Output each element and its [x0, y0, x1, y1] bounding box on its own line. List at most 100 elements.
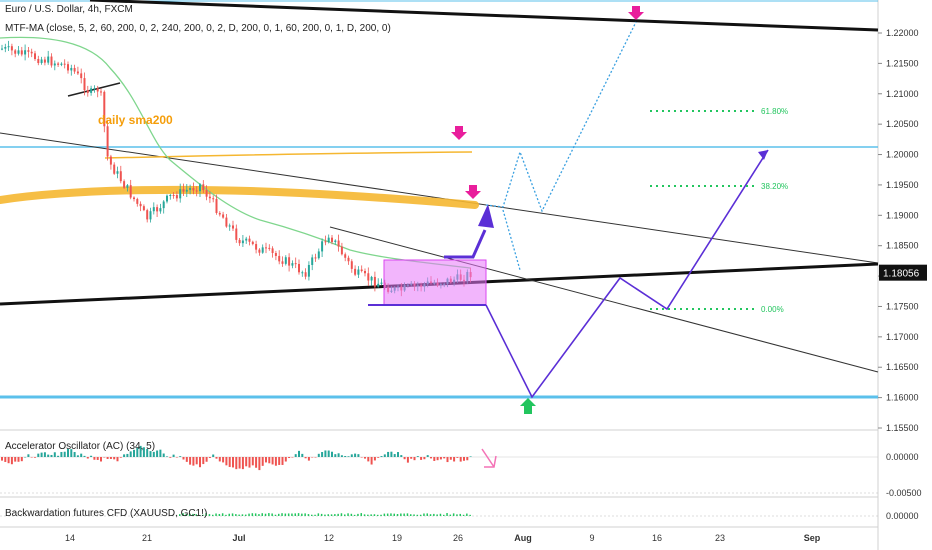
time-tick-label: 23: [715, 533, 725, 543]
candle-body: [205, 190, 208, 197]
ac-bar: [337, 453, 340, 457]
bw-bar: [360, 513, 362, 516]
ac-bar: [406, 457, 409, 463]
candle-body: [238, 239, 241, 244]
ac-bar: [113, 457, 116, 460]
ac-bar: [420, 457, 423, 460]
backwardation-histogram: [179, 513, 471, 516]
bw-bar: [403, 513, 405, 516]
bw-bar: [446, 513, 448, 516]
bw-bar: [334, 514, 336, 516]
ac-bar: [172, 454, 175, 457]
candle-body: [34, 53, 36, 60]
price-tick-label: 1.19500: [886, 180, 919, 190]
ac-bar: [14, 457, 17, 462]
bw-bar: [462, 514, 465, 516]
candle-body: [208, 196, 211, 199]
candle-body: [255, 244, 258, 250]
ac-bar: [53, 452, 56, 457]
bw-bar: [182, 513, 184, 516]
fib-0-label: 0.00%: [761, 305, 784, 314]
candle-body: [268, 247, 271, 249]
ac-bar: [317, 453, 320, 457]
bw-bar: [198, 514, 201, 516]
ac-bar: [439, 457, 442, 460]
candle-body: [367, 273, 370, 281]
ac-bar: [459, 457, 462, 462]
ac-bar: [334, 454, 337, 457]
candle-body: [113, 164, 116, 174]
top-channel-line: [89, 0, 879, 32]
ac-bar: [304, 457, 307, 459]
bw-bar: [274, 514, 277, 516]
bw-bar: [439, 513, 442, 516]
candle-body: [20, 50, 23, 55]
bw-bar: [294, 513, 296, 516]
bw-tick-label: 0.00000: [886, 511, 919, 521]
ac-bar: [119, 457, 122, 458]
bw-bar: [251, 513, 254, 516]
price-tick-label: 1.19000: [886, 210, 919, 220]
ac-bar: [354, 453, 357, 457]
bw-bar: [327, 514, 329, 516]
time-axis: 14 21 Jul 12 19 26 Aug 9 16 23 Sep: [65, 533, 821, 543]
ac-bar: [116, 457, 119, 462]
candle-body: [7, 46, 10, 48]
ac-bar: [423, 457, 426, 460]
ac-bar: [449, 457, 452, 460]
bw-bar: [238, 514, 240, 516]
bw-bar: [396, 514, 399, 516]
current-price-label: 1.18056: [883, 269, 920, 280]
bw-bar: [400, 513, 402, 516]
ac-bar: [192, 457, 195, 466]
bw-bar: [367, 514, 369, 516]
ac-bar: [400, 455, 403, 457]
candle-body: [321, 241, 324, 252]
ac-bar: [344, 455, 347, 457]
bw-bar: [212, 514, 214, 516]
ac-bar: [86, 457, 89, 459]
price-tick-label: 1.20500: [886, 119, 919, 129]
candle-body: [30, 51, 33, 54]
ac-bar: [20, 457, 23, 462]
time-tick-label: Aug: [514, 533, 532, 543]
bw-bar: [225, 514, 227, 516]
bw-bar: [357, 513, 359, 516]
ac-bar: [63, 451, 66, 457]
price-axis: 1.22000 1.21500 1.21000 1.20500 1.20000 1.195…: [878, 28, 927, 521]
sma200-label: daily sma200: [98, 113, 173, 127]
bw-bar: [248, 513, 250, 516]
ac-bar: [146, 449, 149, 457]
ac-bar: [185, 457, 188, 462]
price-tick-label: 1.15500: [886, 423, 919, 433]
candle-body: [53, 63, 56, 66]
candle-body: [337, 240, 340, 247]
ac-bar: [47, 454, 50, 457]
ac-bar: [255, 457, 258, 468]
candle-body: [149, 211, 152, 220]
ac-bar: [222, 457, 225, 463]
bw-bar: [383, 513, 386, 516]
ac-bar: [100, 457, 102, 462]
ac-bar: [324, 450, 327, 457]
candle-body: [291, 263, 294, 266]
ac-bar: [288, 457, 291, 459]
bw-bar: [245, 514, 247, 516]
ac-bar: [463, 457, 465, 461]
ac-bar: [179, 456, 182, 457]
candle-body: [357, 269, 360, 275]
ac-bar: [373, 457, 376, 461]
candle-body: [377, 283, 380, 287]
ac-bar: [182, 457, 185, 460]
ac-bar: [30, 457, 33, 458]
candle-body: [235, 228, 238, 240]
bw-bar: [314, 514, 316, 516]
ac-bar: [453, 457, 456, 462]
candle-body: [261, 247, 264, 253]
ac-bar: [278, 457, 281, 465]
bw-bar: [443, 514, 445, 516]
candle-body: [294, 263, 297, 265]
bw-bar: [231, 513, 234, 516]
ac-bar: [195, 457, 198, 465]
